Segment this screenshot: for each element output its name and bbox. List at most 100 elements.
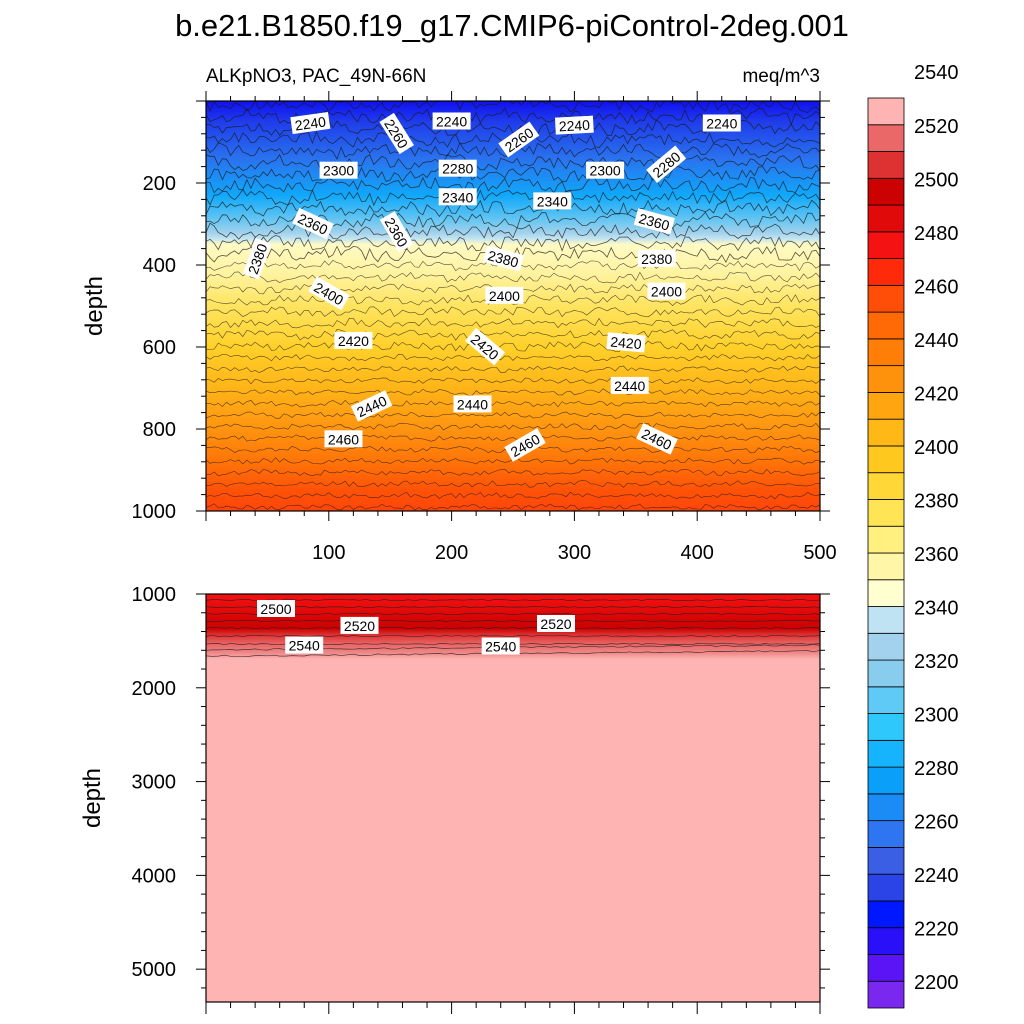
colorbar-swatch	[867, 177, 905, 206]
contour-label: 2500	[257, 600, 295, 617]
contour-label-text: 2360	[637, 210, 671, 234]
contour-label-box	[482, 245, 524, 272]
contour-label-box	[637, 249, 676, 267]
colorbar: 2540 2520 2500 2480 2460 2440 2420 2400 2380 2360…	[867, 62, 959, 1009]
colorbar-swatch	[867, 954, 905, 982]
contour-label-box	[432, 112, 471, 130]
x-tick-label: 500	[803, 542, 836, 564]
colorbar-swatch	[867, 418, 905, 447]
colorbar-label: 2280	[914, 758, 959, 780]
y-tick-label: 2000	[132, 678, 177, 700]
upper-contour-line	[205, 306, 821, 318]
lower-axis-ticks: 1000 2000 3000 4000 5000	[132, 584, 830, 1014]
contour-label-box	[636, 423, 678, 455]
contour-label-text: 2300	[323, 163, 354, 179]
variable-region-label: ALKpNO3, PAC_49N-66N	[206, 66, 426, 87]
colorbar-swatch	[867, 579, 905, 607]
y-tick-label: 5000	[132, 959, 177, 981]
colorbar-swatch	[867, 124, 905, 152]
lower-contour-labels: 2500 2520 2520 2540 2540	[257, 600, 575, 655]
y-tick-label: 400	[143, 255, 176, 277]
contour-label-box	[504, 428, 546, 462]
contour-label-box	[350, 390, 393, 422]
lower-frame	[205, 593, 821, 1003]
upper-y-axis-label: depth	[81, 276, 108, 336]
contour-label-text: 2440	[457, 396, 488, 412]
upper-axis-ticks: 100 200 300 400 500 200 400 600 800 1000	[132, 91, 837, 564]
upper-contour-line	[205, 176, 821, 194]
upper-contour-line	[205, 234, 821, 252]
colorbar-label: 2240	[914, 865, 959, 887]
colorbar-label: 2460	[914, 276, 959, 298]
contour-label-text: 2240	[294, 113, 327, 133]
contour-label-text: 2420	[338, 333, 369, 349]
contour-label: 2400	[647, 282, 686, 300]
y-tick-label: 800	[143, 419, 176, 441]
colorbar-label: 2520	[914, 116, 959, 138]
colorbar-swatch	[867, 97, 905, 126]
contour-label-box	[537, 615, 575, 632]
lower-y-axis-label: depth	[79, 768, 106, 828]
lower-contour-line	[205, 626, 821, 630]
contour-label: 2420	[334, 331, 373, 349]
colorbar-label: 2300	[914, 705, 959, 727]
contour-label: 2300	[586, 161, 625, 179]
contour-label-box	[586, 161, 625, 179]
colorbar-swatch	[867, 713, 905, 741]
contour-label-box	[334, 331, 373, 349]
upper-contour-line	[205, 503, 821, 511]
contour-label-box	[319, 161, 358, 179]
contour-label-box	[453, 395, 492, 413]
contour-label-box	[379, 211, 414, 253]
colorbar-swatch	[867, 632, 905, 661]
contour-label: 2440	[453, 395, 492, 413]
contour-label-text: 2440	[614, 378, 645, 394]
x-tick-label: 100	[312, 542, 345, 564]
contour-label: 2540	[285, 636, 324, 654]
contour-label-box	[646, 145, 687, 183]
colorbar-swatch	[867, 231, 905, 259]
contour-label: 2420	[606, 332, 646, 353]
contour-label-box	[633, 208, 675, 235]
x-tick-label: 200	[435, 542, 468, 564]
lower-contour-line	[205, 598, 821, 602]
upper-contour-line	[205, 328, 821, 341]
colorbar-swatch	[867, 392, 905, 420]
upper-contour-line	[205, 188, 821, 207]
contour-label-box	[242, 237, 272, 280]
contour-label-text: 2240	[706, 116, 737, 132]
contour-label-text: 2340	[537, 193, 568, 209]
colorbar-swatch	[867, 659, 905, 688]
upper-contour-line	[205, 399, 821, 408]
contour-label-box	[292, 207, 334, 240]
contour-label: 2460	[324, 430, 363, 448]
upper-contour-line	[205, 271, 821, 284]
contour-label-box	[647, 282, 686, 300]
colorbar-label: 2420	[914, 383, 959, 405]
colorbar-swatch	[867, 499, 905, 527]
contour-label-box	[290, 111, 331, 135]
colorbar-swatch	[867, 766, 905, 795]
colorbar-swatch	[867, 525, 905, 554]
y-tick-label: 600	[143, 337, 176, 359]
contour-label-box	[324, 430, 363, 448]
colorbar-label: 2260	[914, 812, 959, 834]
colorbar-swatch	[867, 980, 905, 1009]
upper-contour-line	[206, 480, 821, 488]
contour-label: 2340	[533, 192, 572, 210]
colorbar-swatch	[867, 472, 905, 500]
colorbar-label: 2440	[914, 330, 959, 352]
contour-label-box	[285, 636, 324, 654]
upper-contour-line	[205, 153, 821, 172]
contour-label: 2340	[438, 188, 477, 206]
upper-contour-line	[205, 491, 821, 500]
colorbar-swatch	[867, 820, 905, 848]
contour-label-text: 2400	[651, 284, 682, 300]
contour-label: 2520	[537, 615, 575, 632]
contour-label-text: 2300	[590, 163, 621, 179]
contour-label-box	[702, 114, 741, 132]
contour-label-text: 2400	[489, 288, 520, 304]
y-tick-label: 3000	[132, 772, 177, 794]
contour-label-text: 2540	[485, 639, 516, 655]
